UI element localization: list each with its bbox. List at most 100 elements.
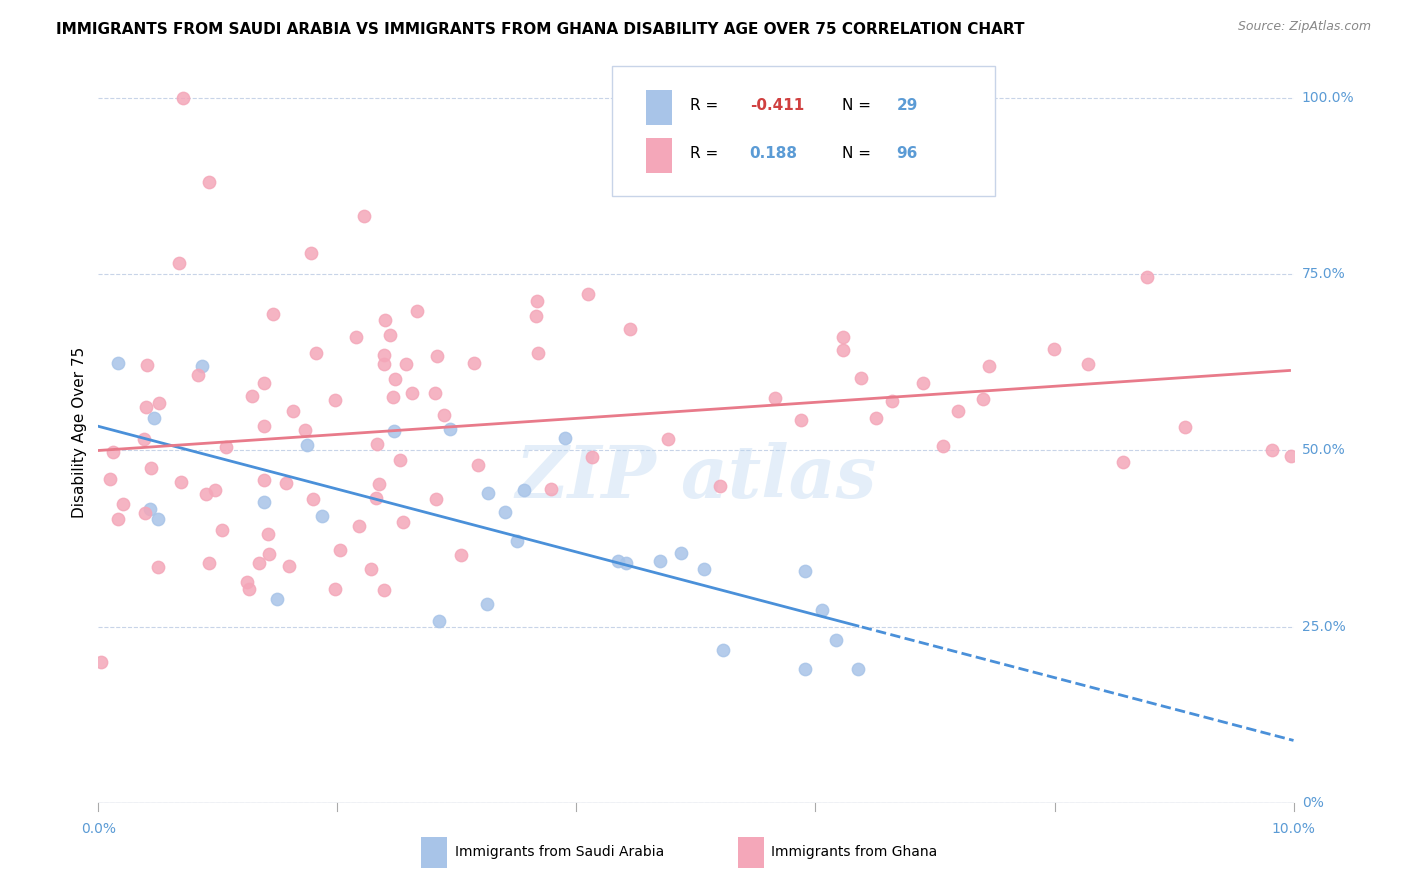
Point	[90, 656, 112, 670]
Point	[832, 330, 855, 344]
Point	[657, 432, 679, 446]
Point	[946, 403, 969, 417]
Point	[353, 209, 375, 223]
Point	[846, 662, 869, 676]
Text: Immigrants from Ghana: Immigrants from Ghana	[772, 845, 938, 859]
Point	[198, 175, 221, 189]
Point	[281, 404, 304, 418]
Point	[329, 542, 352, 557]
Text: 29: 29	[897, 98, 918, 113]
Point	[247, 556, 270, 570]
Point	[540, 482, 562, 496]
Point	[614, 556, 637, 570]
Point	[374, 312, 396, 326]
Point	[711, 643, 734, 657]
FancyBboxPatch shape	[613, 66, 995, 195]
Point	[1279, 449, 1302, 463]
Point	[305, 345, 328, 359]
Text: Immigrants from Saudi Arabia: Immigrants from Saudi Arabia	[454, 845, 664, 859]
Point	[311, 509, 333, 524]
Point	[172, 91, 194, 105]
Point	[373, 357, 395, 371]
Text: R =: R =	[690, 98, 723, 113]
Point	[191, 359, 214, 374]
Point	[526, 293, 548, 308]
Point	[134, 506, 156, 520]
Point	[195, 487, 218, 501]
Point	[134, 433, 156, 447]
Point	[146, 512, 169, 526]
Point	[252, 376, 274, 391]
Point	[794, 662, 817, 676]
Point	[825, 633, 848, 648]
Point	[278, 558, 301, 573]
Point	[367, 477, 389, 491]
Text: 50.0%: 50.0%	[1302, 443, 1346, 458]
Text: 25.0%: 25.0%	[1302, 620, 1346, 633]
Text: 75.0%: 75.0%	[1302, 267, 1346, 281]
Point	[912, 376, 935, 391]
Bar	[422, 837, 447, 868]
Bar	[645, 90, 672, 126]
Text: -0.411: -0.411	[749, 98, 804, 113]
Point	[513, 483, 536, 498]
Point	[763, 391, 786, 405]
Point	[1174, 420, 1197, 434]
Point	[240, 389, 263, 403]
Point	[433, 408, 456, 422]
Point	[323, 582, 346, 596]
Text: N =: N =	[842, 98, 876, 113]
Point	[266, 591, 288, 606]
Point	[373, 583, 395, 598]
Text: 10.0%: 10.0%	[1271, 822, 1316, 837]
Text: 0%: 0%	[1302, 796, 1323, 810]
Point	[170, 475, 193, 489]
Text: ZIP atlas: ZIP atlas	[516, 442, 876, 513]
Point	[576, 286, 599, 301]
Point	[832, 343, 855, 357]
Point	[506, 534, 529, 549]
Point	[932, 439, 955, 453]
Point	[1261, 443, 1284, 458]
Point	[581, 450, 603, 464]
Point	[381, 390, 404, 404]
Point	[378, 327, 401, 342]
Point	[344, 330, 367, 344]
Point	[475, 598, 498, 612]
Point	[323, 393, 346, 408]
Point	[1042, 343, 1064, 357]
Point	[405, 304, 427, 318]
Point	[849, 371, 872, 385]
Point	[810, 603, 832, 617]
Point	[238, 582, 260, 596]
Point	[295, 438, 318, 452]
Text: 100.0%: 100.0%	[1302, 91, 1354, 104]
Point	[607, 553, 630, 567]
Bar	[645, 138, 672, 173]
Point	[253, 473, 276, 487]
Point	[187, 368, 209, 382]
Point	[138, 501, 160, 516]
Point	[401, 386, 423, 401]
Text: 96: 96	[897, 146, 918, 161]
Point	[554, 431, 576, 445]
Point	[1077, 357, 1099, 371]
Point	[135, 400, 157, 414]
Point	[256, 526, 278, 541]
Point	[463, 356, 485, 370]
Point	[360, 562, 382, 576]
Text: 0.0%: 0.0%	[82, 822, 115, 837]
Point	[382, 424, 405, 438]
Bar	[738, 837, 763, 868]
Point	[100, 472, 122, 486]
Point	[619, 322, 641, 336]
Point	[450, 548, 472, 562]
Point	[977, 359, 1000, 373]
Point	[136, 358, 159, 372]
Point	[236, 574, 259, 589]
Text: R =: R =	[690, 146, 723, 161]
Point	[112, 497, 135, 511]
Point	[349, 519, 371, 533]
Point	[477, 486, 499, 500]
Point	[391, 515, 413, 529]
